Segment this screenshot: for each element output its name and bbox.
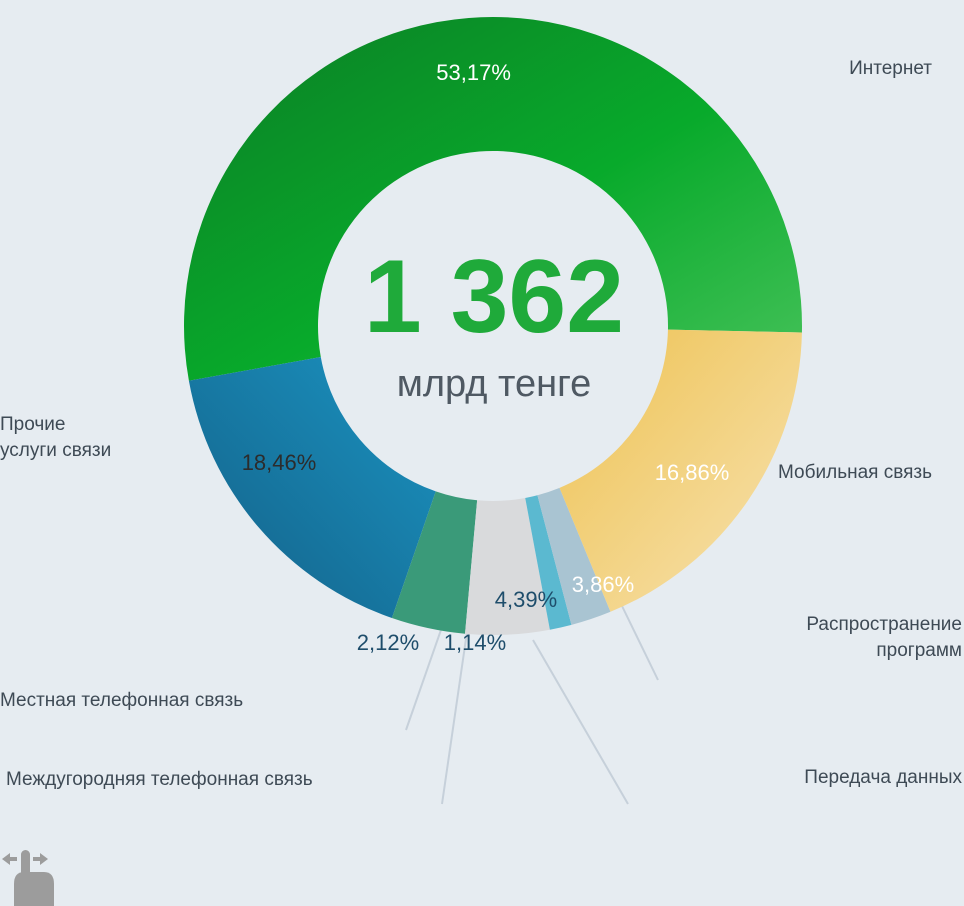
percent-labels: 53,17% 16,86% 3,86% 4,39% 1,14% 2,12% 18,46% [242, 60, 730, 655]
category-labels: Интернет Мобильная связь Распространение пр… [0, 58, 962, 790]
category-label-интернет: Интернет [849, 58, 932, 79]
slice-распространение-программ [391, 491, 478, 634]
percent-label-прочие-услуги-связи: 18,46% [242, 450, 317, 475]
slice-междугородняя-телефонная-связь [525, 495, 572, 630]
percent-label-мобильная-связь: 16,86% [655, 460, 730, 485]
total-value: 1 362 [364, 239, 624, 355]
slice-прочие-услуги-связи [559, 329, 802, 612]
percent-label-местная-телефонная-связь: 2,12% [357, 630, 419, 655]
percent-label-передача-данных: 4,39% [495, 587, 557, 612]
leader-segment-междугородняя-телефонная-связь [441, 624, 469, 805]
total-unit: млрд тенге [397, 363, 592, 405]
slice-местная-телефонная-связь [537, 487, 611, 625]
percent-label-интернет: 53,17% [436, 60, 511, 85]
category-label-прочие-услуги-связи: Прочие услуги связи [0, 414, 111, 461]
percent-label-распространение-программ: 3,86% [572, 572, 634, 597]
category-label-передача-данных: Передача данных [804, 767, 962, 788]
slice-передача-данных [465, 498, 550, 636]
slice-мобильная-связь [188, 357, 436, 619]
leader-segment-передача-данных [532, 639, 629, 805]
percent-label-междугородняя-телефонная-связь: 1,14% [444, 630, 506, 655]
slice-интернет [184, 17, 803, 381]
swipe-hand-icon [2, 850, 54, 906]
donut-slices [184, 17, 803, 636]
category-label-междугородняя-телефонная-связь: Междугородняя телефонная связь [6, 769, 313, 790]
leader-segment-распространение-программ [621, 605, 659, 681]
leader-lines [0, 94, 964, 806]
category-label-мобильная-связь: Мобильная связь [778, 462, 932, 483]
category-label-распространение-программ: Распространение программ [806, 614, 962, 661]
leader-segment-местная-телефонная-связь [405, 626, 443, 731]
category-label-местная-телефонная-связь: Местная телефонная связь [0, 690, 243, 711]
